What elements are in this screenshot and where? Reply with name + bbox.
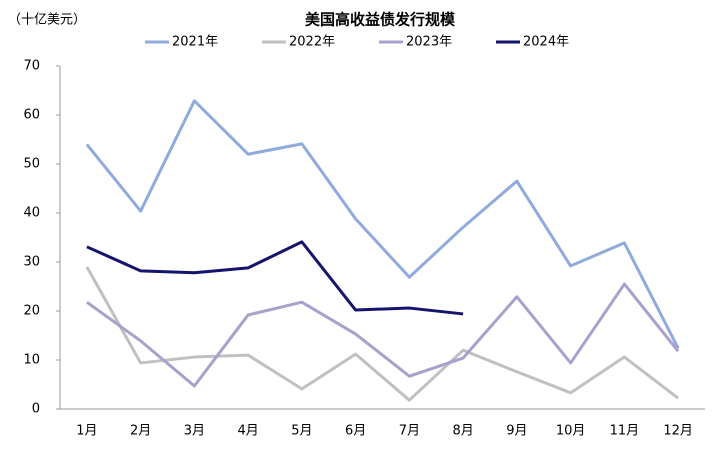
x-tick-label: 10月: [556, 424, 586, 439]
y-tick-label: 30: [23, 255, 40, 270]
x-tick-label: 2月: [130, 424, 151, 439]
series-line: [85, 266, 680, 402]
series-line: [85, 99, 680, 349]
x-tick-label: 3月: [184, 424, 205, 439]
x-tick-label: 8月: [452, 424, 473, 439]
y-tick-label: 10: [23, 353, 40, 368]
x-tick-label: 7月: [399, 424, 420, 439]
x-tick-label: 6月: [345, 424, 366, 439]
x-tick-label: 4月: [237, 424, 258, 439]
y-tick-label: 0: [32, 402, 40, 417]
y-tick-label: 70: [23, 59, 40, 74]
x-tick-label: 1月: [76, 424, 97, 439]
legend-label: 2023年: [406, 35, 452, 50]
legend-label: 2024年: [523, 35, 569, 50]
y-tick-label: 60: [23, 108, 40, 123]
legend-label: 2021年: [172, 35, 218, 50]
x-tick-label: 11月: [610, 424, 640, 439]
chart-title: 美国高收益债发行规模: [305, 11, 456, 29]
series-line: [86, 240, 464, 316]
y-tick-label: 20: [23, 304, 40, 319]
y-axis-label: （十亿美元）: [8, 13, 86, 28]
x-tick-label: 5月: [291, 424, 312, 439]
y-tick-label: 50: [23, 157, 40, 172]
series-line: [85, 282, 680, 388]
x-tick-label: 12月: [663, 424, 693, 439]
x-tick-label: 9月: [506, 424, 527, 439]
legend-label: 2022年: [289, 35, 335, 50]
y-tick-label: 40: [23, 206, 40, 221]
